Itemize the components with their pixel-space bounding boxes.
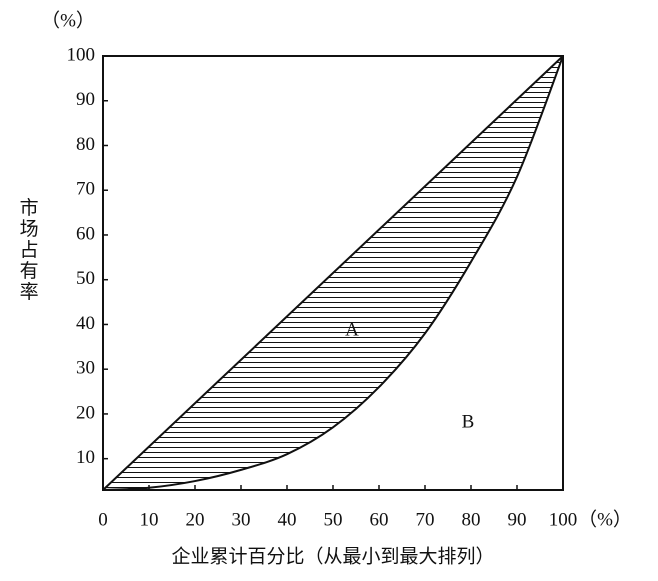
y-tick-label: 50 xyxy=(76,268,95,289)
line xyxy=(102,55,564,491)
x-axis-label: 企业累计百分比（从最小到最大排列） xyxy=(171,545,494,567)
x-tick-label: 30 xyxy=(232,509,251,530)
x-tick-label: 80 xyxy=(462,509,481,530)
x-tick-label: 20 xyxy=(186,509,205,530)
x-tick-label: 0 xyxy=(98,509,108,530)
y-tick-label: 90 xyxy=(76,89,95,110)
x-tick-label: 70 xyxy=(416,509,435,530)
y-tick-label: 20 xyxy=(76,402,95,423)
y-tick-label: 70 xyxy=(76,179,95,200)
y-tick-label: 80 xyxy=(76,134,95,155)
x-tick-label: 10 xyxy=(140,509,159,530)
y-tick-label: 10 xyxy=(76,447,95,468)
y-tick-label: 100 xyxy=(67,44,96,65)
x-tick-label: 90 xyxy=(508,509,527,530)
annotation: B xyxy=(462,411,475,432)
line xyxy=(102,55,564,491)
y-tick-label: 60 xyxy=(76,223,95,244)
x-unit: （%） xyxy=(578,508,632,530)
y-tick-label: 40 xyxy=(76,313,95,334)
x-tick-label: 40 xyxy=(278,509,297,530)
y-unit: （%） xyxy=(41,9,95,31)
x-tick-label: 50 xyxy=(324,509,343,530)
y-tick-label: 30 xyxy=(76,358,95,379)
x-tick-label: 60 xyxy=(370,509,389,530)
y-axis-label: 市场占有率 xyxy=(17,197,39,302)
x-tick-label: 100 xyxy=(549,509,578,530)
